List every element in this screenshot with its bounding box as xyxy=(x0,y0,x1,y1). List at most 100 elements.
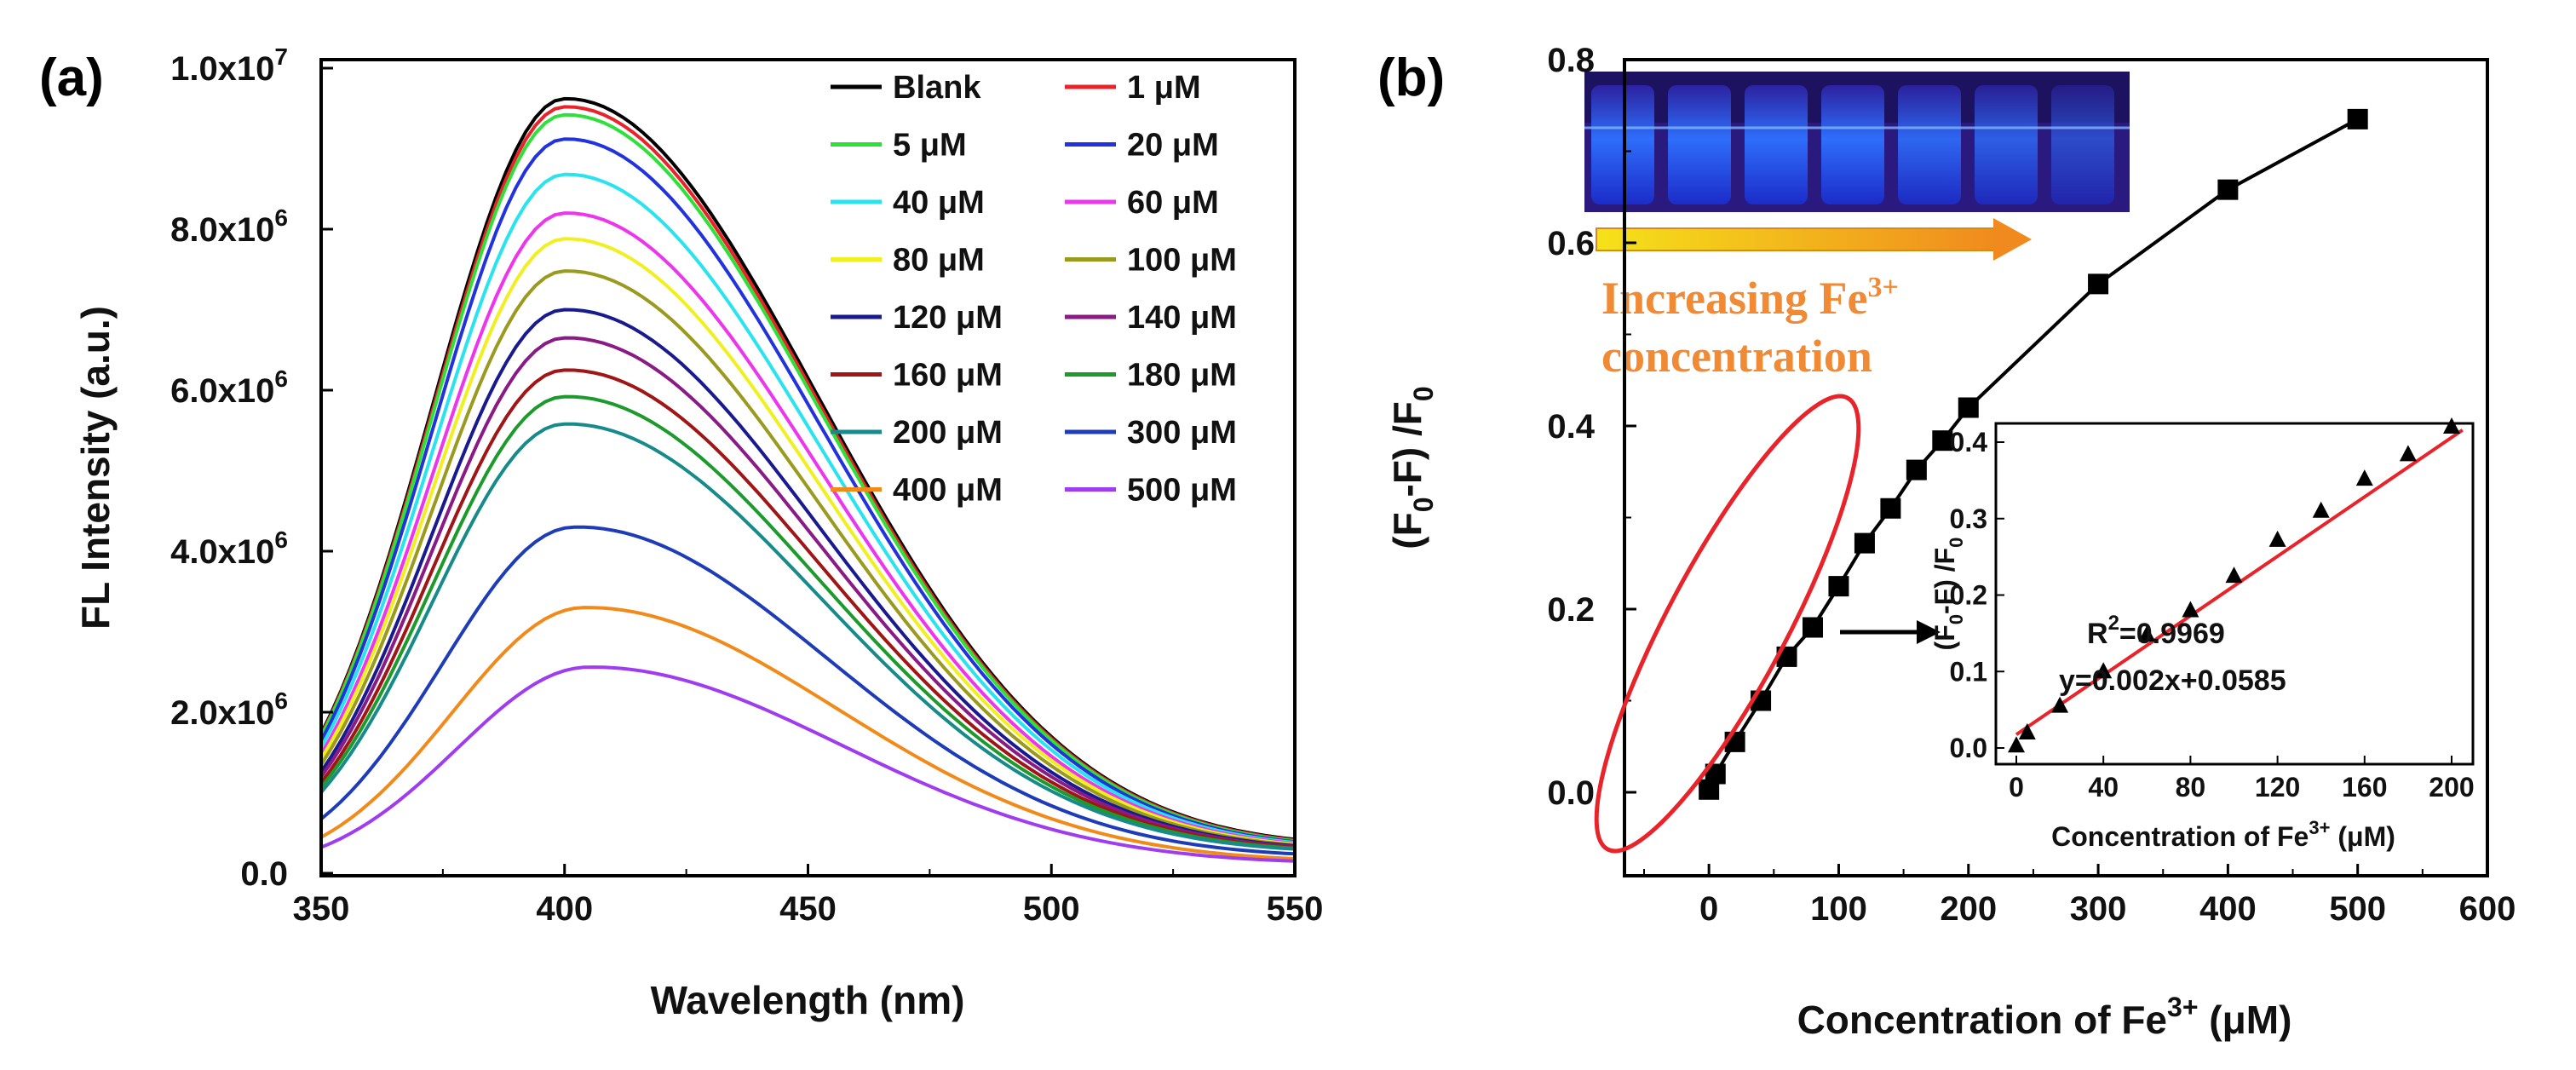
vial-photo xyxy=(1584,72,2130,212)
x-tick-label: 300 xyxy=(2070,890,2127,928)
y-tick-label: 4.0x106 xyxy=(170,526,288,571)
legend-label: Blank xyxy=(893,70,981,106)
legend-label: 400 μM xyxy=(893,473,1003,509)
inset: 0 40 80 120 160 200 0.0 0.1 0.2 0.3 0.4 R2=0.9969… xyxy=(1929,417,2475,852)
inset-data-point xyxy=(2008,736,2025,753)
curve-13 xyxy=(321,422,1295,851)
legend-label: 120 μM xyxy=(893,300,1003,336)
inset-x-tick-label: 120 xyxy=(2255,772,2300,802)
inset-data-point xyxy=(2225,567,2243,584)
x-tick-label: 350 xyxy=(293,890,350,928)
y-tick-label: 0.2 xyxy=(1547,591,1595,629)
panel-b-frame xyxy=(1623,58,2489,877)
inset-y-axis-label: (F0-F) /F0 xyxy=(1929,538,1967,651)
curve-12 xyxy=(321,394,1295,850)
data-point xyxy=(1932,430,1953,452)
curve-11 xyxy=(321,368,1295,849)
annotation-line1: Increasing Fe3+ xyxy=(1601,272,1899,324)
curve-8 xyxy=(321,269,1295,847)
y-tick-label: 0.8 xyxy=(1547,42,1595,79)
data-point xyxy=(1803,617,1823,638)
panel-a-curves xyxy=(321,96,1295,863)
inset-x-axis-label: Concentration of Fe3+ (μM) xyxy=(2051,817,2395,852)
inset-y-tick-label: 0.0 xyxy=(1950,733,1987,763)
inset-data-point xyxy=(2355,469,2373,486)
inset-x-tick-label: 160 xyxy=(2342,772,2387,802)
annotation-line2: concentration xyxy=(1601,331,1872,382)
panel-a-legend: Blank 1 μM 5 μM 20 μM 40 μM 60 μM 80 μM 100 μM 1… xyxy=(831,70,1237,509)
legend-label: 500 μM xyxy=(1127,473,1237,509)
legend-label: 40 μM xyxy=(893,185,985,221)
inset-data-point xyxy=(2312,501,2330,518)
curve-5 xyxy=(321,172,1295,845)
inset-y-tick-label: 0.4 xyxy=(1950,427,1988,457)
x-tick-label: 400 xyxy=(536,890,593,928)
inset-x-ticks: 0 40 80 120 160 200 xyxy=(2009,756,2475,802)
inset-data-point xyxy=(2138,625,2156,642)
legend-label: 5 μM xyxy=(893,128,967,164)
curve-7 xyxy=(321,237,1295,846)
panel-a-y-axis-label: FL Intensity (a.u.) xyxy=(73,306,118,630)
curve-3 xyxy=(321,112,1295,843)
inset-y-tick-label: 0.3 xyxy=(1950,503,1987,534)
pointer-arrow-head xyxy=(1917,620,1941,644)
data-point xyxy=(1854,532,1875,554)
panel-b-y-axis-label: (F0-F) /F0 xyxy=(1385,386,1439,549)
inset-r2: R2=0.9969 xyxy=(2087,612,2225,650)
panel-b-label: (b) xyxy=(1377,49,1445,107)
legend-label: 60 μM xyxy=(1127,185,1219,221)
data-point xyxy=(1958,397,1979,418)
x-tick-label: 200 xyxy=(1940,890,1997,928)
inset-data-point xyxy=(2399,445,2417,462)
inset-x-tick-label: 0 xyxy=(2009,772,2024,802)
x-tick-label: 500 xyxy=(2329,890,2386,928)
panel-b-x-axis-label: Concentration of Fe3+ (μM) xyxy=(1797,992,2292,1042)
inset-y-tick-label: 0.1 xyxy=(1950,656,1987,687)
panel-b-x-ticks: 0 100 200 300 400 500 600 xyxy=(1643,864,2516,928)
y-tick-label: 0.0 xyxy=(240,855,288,893)
data-point xyxy=(2088,273,2109,295)
y-tick-label: 1.0x107 xyxy=(170,43,288,88)
inset-x-tick-label: 40 xyxy=(2088,772,2119,802)
panel-a: (a) 350 400 450 500 550 0.0 2.0x106 4.0x106 6.0… xyxy=(39,43,1323,1022)
curve-15 xyxy=(321,606,1295,860)
data-point xyxy=(2217,179,2239,200)
legend-label: 200 μM xyxy=(893,415,1003,451)
y-tick-label: 8.0x106 xyxy=(170,204,288,249)
data-point xyxy=(1906,459,1927,480)
data-point xyxy=(1828,576,1849,597)
legend-label: 300 μM xyxy=(1127,415,1237,451)
y-tick-label: 2.0x106 xyxy=(170,687,288,732)
x-tick-label: 400 xyxy=(2199,890,2257,928)
inset-y-tick-label: 0.2 xyxy=(1950,580,1987,611)
inset-data-point xyxy=(2443,417,2460,434)
curve-9 xyxy=(321,308,1295,848)
curve-16 xyxy=(321,665,1295,863)
legend-label: 100 μM xyxy=(1127,243,1237,279)
inset-frame xyxy=(1994,422,2475,766)
y-tick-label: 0.0 xyxy=(1547,774,1595,812)
inset-equation: y=0.002x+0.0585 xyxy=(2059,664,2286,697)
legend-label: 180 μM xyxy=(1127,358,1237,394)
inset-x-tick-label: 80 xyxy=(2176,772,2206,802)
legend-label: 20 μM xyxy=(1127,128,1219,164)
highlight-ellipse xyxy=(1594,394,1861,854)
x-tick-label: 100 xyxy=(1810,890,1867,928)
x-tick-label: 500 xyxy=(1023,890,1080,928)
y-tick-label: 6.0x106 xyxy=(170,365,288,410)
y-tick-label: 0.6 xyxy=(1547,225,1595,262)
x-tick-label: 450 xyxy=(779,890,837,928)
x-tick-label: 550 xyxy=(1267,890,1324,928)
inset-data-point xyxy=(2095,662,2113,679)
legend-label: 1 μM xyxy=(1127,70,1201,106)
curve-14 xyxy=(321,525,1295,856)
curve-10 xyxy=(321,336,1295,849)
panel-a-label: (a) xyxy=(39,49,104,107)
inset-data-point xyxy=(2051,696,2069,713)
inset-y-ticks: 0.0 0.1 0.2 0.3 0.4 xyxy=(1950,427,2004,763)
y-tick-label: 0.4 xyxy=(1547,408,1595,446)
panel-a-x-axis-label: Wavelength (nm) xyxy=(651,978,965,1022)
x-tick-label: 0 xyxy=(1699,890,1718,928)
data-point xyxy=(2347,108,2368,129)
